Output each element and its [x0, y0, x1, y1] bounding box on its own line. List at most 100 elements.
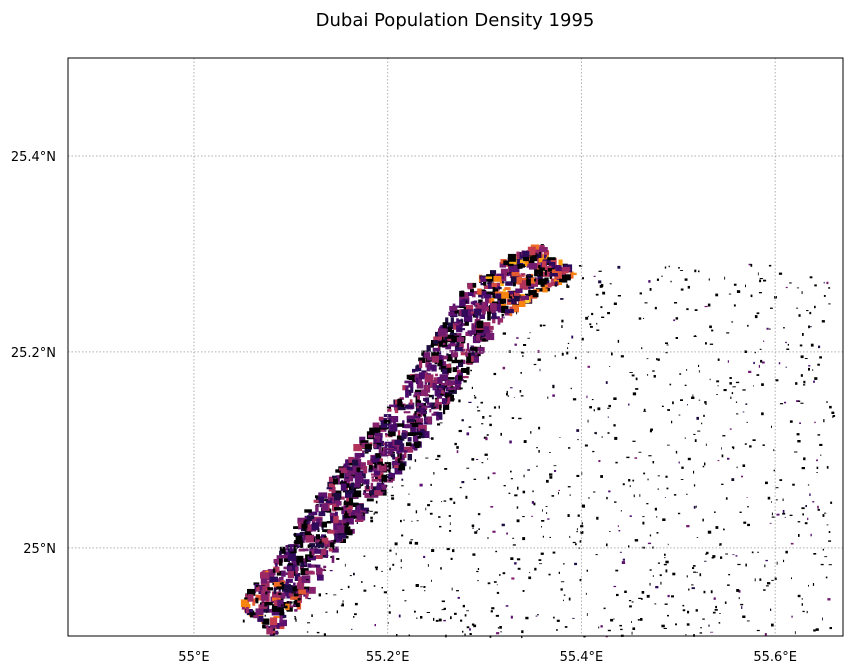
density-cell — [501, 314, 504, 317]
density-cell — [473, 478, 477, 480]
density-cell — [735, 555, 738, 557]
density-cell — [614, 436, 618, 440]
density-cell — [629, 515, 632, 517]
density-cell — [381, 570, 383, 572]
density-cell — [259, 585, 263, 591]
density-cell — [491, 607, 495, 610]
density-cell — [799, 422, 801, 424]
density-cell — [425, 360, 431, 368]
density-cell — [521, 630, 524, 634]
density-cell — [437, 454, 441, 458]
density-cell — [826, 281, 829, 285]
density-cell — [466, 610, 469, 612]
density-cell — [814, 284, 817, 287]
density-cell — [334, 499, 340, 504]
density-cell — [563, 594, 566, 596]
density-cell — [736, 466, 738, 469]
density-cell — [710, 631, 714, 633]
density-cell — [499, 262, 506, 268]
density-cell — [381, 587, 383, 589]
density-cell — [687, 404, 688, 406]
density-cell — [502, 288, 506, 292]
density-cell — [333, 594, 337, 596]
density-cell — [759, 278, 763, 280]
density-cell — [404, 405, 414, 409]
density-cell — [773, 449, 775, 452]
density-cell — [822, 514, 825, 517]
density-cell — [510, 615, 513, 619]
density-cell — [542, 285, 548, 293]
density-cell — [622, 558, 625, 561]
density-cell — [542, 509, 543, 512]
density-cell — [464, 633, 466, 636]
density-cell — [326, 555, 329, 557]
density-cell — [481, 301, 487, 310]
density-cell — [756, 629, 760, 632]
density-cell — [754, 578, 756, 582]
density-cell — [477, 288, 482, 295]
density-cell — [663, 563, 667, 566]
density-cell — [436, 385, 445, 388]
density-cell — [561, 274, 568, 283]
density-cell — [317, 574, 324, 581]
density-cell — [516, 506, 519, 509]
density-cell — [449, 522, 451, 526]
density-cell — [509, 440, 512, 444]
density-cell — [531, 501, 534, 504]
density-cell — [824, 512, 827, 514]
density-cell — [498, 405, 500, 409]
density-cell — [473, 395, 476, 397]
density-cell — [771, 623, 774, 627]
density-cell — [558, 571, 560, 574]
density-cell — [298, 548, 306, 552]
density-cell — [359, 509, 366, 513]
density-cell — [539, 247, 548, 252]
density-cell — [381, 463, 385, 466]
density-cell — [593, 275, 596, 277]
density-cell — [642, 521, 645, 525]
density-cell — [339, 467, 347, 471]
density-cell — [546, 512, 548, 514]
density-cell — [535, 615, 538, 617]
density-cell — [520, 273, 526, 276]
density-cell — [483, 285, 492, 289]
density-cell — [813, 629, 816, 632]
density-cell — [443, 406, 446, 415]
density-cell — [287, 563, 293, 566]
density-cell — [367, 460, 373, 465]
density-cell — [657, 562, 660, 564]
density-cell — [395, 423, 404, 427]
density-cell — [462, 292, 470, 299]
density-cell — [299, 540, 304, 549]
density-cell — [538, 450, 540, 453]
density-cell — [634, 457, 638, 459]
density-cell — [320, 554, 328, 558]
density-cell — [479, 314, 485, 319]
density-cell — [820, 454, 822, 456]
density-cell — [465, 305, 474, 310]
density-cell — [276, 571, 282, 576]
density-cell — [484, 453, 488, 456]
density-cell — [503, 260, 510, 265]
plot-area — [67, 57, 844, 639]
density-cell — [615, 569, 619, 572]
density-cell — [691, 584, 694, 586]
density-cell — [821, 320, 825, 323]
density-cell — [594, 432, 597, 434]
density-cell — [714, 511, 716, 513]
density-cell — [437, 343, 440, 351]
density-cell — [420, 586, 423, 588]
density-cell — [661, 624, 665, 628]
density-cell — [454, 347, 463, 352]
density-cell — [260, 572, 269, 579]
density-cell — [449, 497, 453, 501]
density-cell — [641, 347, 643, 350]
density-cell — [739, 511, 742, 513]
density-cell — [442, 368, 448, 375]
density-cell — [361, 581, 363, 583]
density-cell — [591, 399, 594, 401]
density-cell — [672, 401, 674, 405]
density-cell — [516, 251, 520, 259]
density-cell — [505, 309, 514, 314]
density-cell — [401, 404, 405, 409]
